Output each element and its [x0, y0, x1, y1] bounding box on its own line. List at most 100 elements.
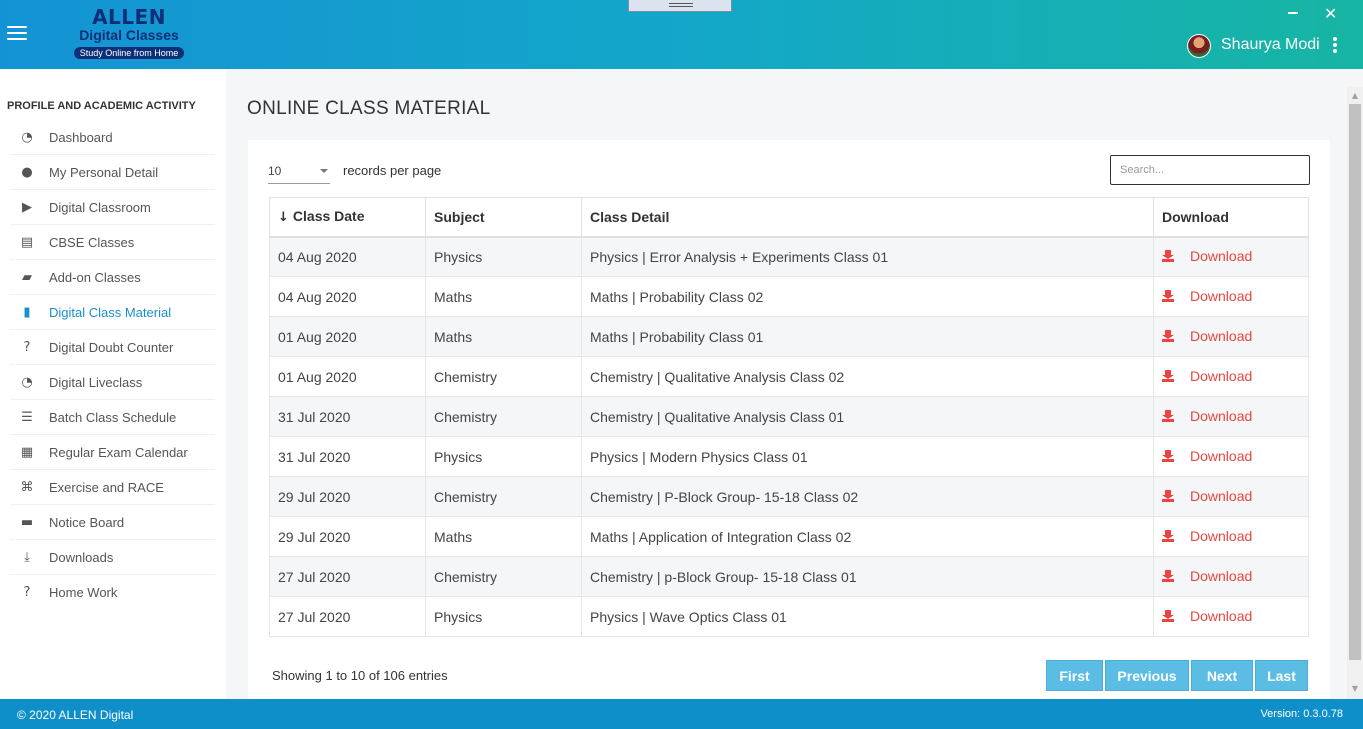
download-icon: ⤓: [24, 549, 30, 565]
cell-subject: Chemistry: [425, 396, 582, 437]
sidebar-item-digital-classroom[interactable]: ▶ Digital Classroom: [10, 190, 215, 225]
avatar[interactable]: [1187, 34, 1211, 58]
table-row: 31 Jul 2020 Physics Physics | Modern Physi…: [269, 436, 1309, 477]
sidebar-item-label: Home Work: [49, 585, 118, 600]
download-link[interactable]: Download: [1162, 568, 1252, 584]
table-row: 29 Jul 2020 Chemistry Chemistry | P-Block …: [269, 476, 1309, 517]
sidebar-item-label: Digital Classroom: [49, 199, 151, 215]
download-link[interactable]: Download: [1162, 488, 1252, 504]
class-material-table: ↓ Class Date Subject Class Detail Downloa…: [269, 197, 1309, 637]
scrollbar-thumb[interactable]: [1349, 104, 1361, 660]
sidebar-item-digital-doubt-counter[interactable]: ? Digital Doubt Counter: [10, 330, 215, 365]
sort-arrow-down-icon: ↓: [278, 210, 289, 226]
cell-detail: Physics | Error Analysis + Experiments C…: [581, 236, 1154, 277]
sidebar-item-downloads[interactable]: ⤓ Downloads: [10, 540, 215, 575]
table-row: 31 Jul 2020 Chemistry Chemistry | Qualitat…: [269, 396, 1309, 437]
scroll-down-icon[interactable]: ▼: [1351, 684, 1359, 693]
cell-download: Download: [1153, 556, 1309, 597]
cell-download: Download: [1153, 316, 1309, 357]
download-link[interactable]: Download: [1162, 528, 1252, 544]
table-row: 01 Aug 2020 Chemistry Chemistry | Qualitat…: [269, 356, 1309, 397]
sidebar-item-my-personal-detail[interactable]: ● My Personal Detail: [10, 155, 215, 190]
column-header-class-date[interactable]: ↓ Class Date: [269, 197, 426, 238]
close-icon[interactable]: ✕: [1324, 4, 1338, 23]
sidebar-item-home-work[interactable]: ? Home Work: [10, 575, 215, 610]
more-options-icon[interactable]: [1333, 37, 1337, 55]
sidebar-item-dashboard[interactable]: ◔ Dashboard: [10, 120, 215, 155]
download-icon: [1162, 490, 1174, 502]
records-per-page-label: records per page: [343, 163, 442, 178]
sidebar-item-label: Digital Doubt Counter: [49, 339, 174, 355]
cell-detail: Physics | Modern Physics Class 01: [581, 436, 1154, 477]
sidebar: PROFILE AND ACADEMIC ACTIVITY ◔ Dashboard…: [0, 69, 226, 699]
entries-info: Showing 1 to 10 of 106 entries: [272, 668, 448, 683]
sidebar-item-label: CBSE Classes: [49, 234, 135, 250]
sidebar-item-digital-liveclass[interactable]: ◔ Digital Liveclass: [10, 365, 215, 400]
scroll-up-icon[interactable]: ▲: [1351, 91, 1359, 100]
cell-detail: Chemistry | p-Block Group- 15-18 Class 0…: [581, 556, 1154, 597]
download-link[interactable]: Download: [1162, 328, 1252, 344]
cell-download: Download: [1153, 476, 1309, 517]
chat-icon: ▰: [22, 269, 32, 285]
sidebar-item-label: Digital Liveclass: [49, 374, 143, 390]
cell-subject: Physics: [425, 236, 582, 277]
sidebar-item-cbse-classes[interactable]: ▤ CBSE Classes: [10, 225, 215, 260]
cell-date: 04 Aug 2020: [269, 236, 426, 277]
table-row: 29 Jul 2020 Maths Maths | Application of I…: [269, 516, 1309, 557]
last-page-button[interactable]: Last: [1255, 660, 1308, 691]
menu-icon[interactable]: [7, 26, 27, 42]
download-icon: [1162, 610, 1174, 622]
sidebar-item-label: Regular Exam Calendar: [49, 444, 188, 460]
sidebar-item-exercise-and-race[interactable]: ⌘ Exercise and RACE: [10, 470, 215, 505]
cell-subject: Chemistry: [425, 556, 582, 597]
user-name[interactable]: Shaurya Modi: [1221, 36, 1320, 53]
cell-detail: Chemistry | Qualitative Analysis Class 0…: [581, 396, 1154, 437]
translate-icon: ⌘: [20, 479, 34, 495]
cell-subject: Maths: [425, 516, 582, 557]
sidebar-item-add-on-classes[interactable]: ▰ Add-on Classes: [10, 260, 215, 295]
download-link[interactable]: Download: [1162, 448, 1252, 464]
cell-subject: Maths: [425, 316, 582, 357]
question-icon: ?: [23, 585, 31, 600]
cell-detail: Maths | Application of Integration Class…: [581, 516, 1154, 557]
first-page-button[interactable]: First: [1046, 660, 1103, 691]
column-header-subject[interactable]: Subject: [425, 197, 582, 238]
cell-subject: Maths: [425, 276, 582, 317]
sidebar-title: PROFILE AND ACADEMIC ACTIVITY: [7, 100, 196, 112]
newspaper-icon: ▬: [20, 514, 34, 530]
caret-down-icon: [320, 169, 328, 173]
records-per-page-select[interactable]: 10: [268, 160, 330, 184]
column-header-class-detail[interactable]: Class Detail: [581, 197, 1154, 238]
next-page-button[interactable]: Next: [1191, 660, 1253, 691]
sidebar-item-batch-class-schedule[interactable]: ☰ Batch Class Schedule: [10, 400, 215, 435]
download-icon: [1162, 530, 1174, 542]
column-header-download[interactable]: Download: [1153, 197, 1309, 238]
download-link[interactable]: Download: [1162, 248, 1252, 264]
question-icon: ?: [23, 339, 31, 355]
cell-detail: Chemistry | Qualitative Analysis Class 0…: [581, 356, 1154, 397]
table-row: 04 Aug 2020 Physics Physics | Error Analys…: [269, 236, 1309, 277]
sidebar-item-digital-class-material[interactable]: ▮ Digital Class Material: [10, 295, 215, 330]
sidebar-item-label: Digital Class Material: [49, 304, 172, 320]
previous-page-button[interactable]: Previous: [1105, 660, 1189, 691]
drag-handle[interactable]: [628, 0, 732, 12]
allen-logo: ALLEN Digital Classes Study Online from …: [70, 7, 188, 61]
download-link[interactable]: Download: [1162, 408, 1252, 424]
download-link[interactable]: Download: [1162, 368, 1252, 384]
cell-date: 27 Jul 2020: [269, 556, 426, 597]
cell-download: Download: [1153, 356, 1309, 397]
sidebar-item-label: Batch Class Schedule: [49, 409, 177, 425]
download-link[interactable]: Download: [1162, 608, 1252, 624]
download-link[interactable]: Download: [1162, 288, 1252, 304]
minimize-icon[interactable]: [1288, 12, 1298, 14]
search-input[interactable]: [1110, 155, 1310, 185]
app-footer: © 2020 ALLEN Digital Version: 0.3.0.78: [0, 699, 1363, 729]
sidebar-item-label: Add-on Classes: [49, 269, 141, 285]
sidebar-item-notice-board[interactable]: ▬ Notice Board: [10, 505, 215, 540]
dashboard-icon: ◔: [21, 129, 33, 145]
table-row: 04 Aug 2020 Maths Maths | Probability Clas…: [269, 276, 1309, 317]
cell-date: 04 Aug 2020: [269, 276, 426, 317]
download-icon: [1162, 330, 1174, 342]
app-header: ALLEN Digital Classes Study Online from …: [0, 0, 1363, 69]
sidebar-item-regular-exam-calendar[interactable]: ▦ Regular Exam Calendar: [10, 435, 215, 470]
